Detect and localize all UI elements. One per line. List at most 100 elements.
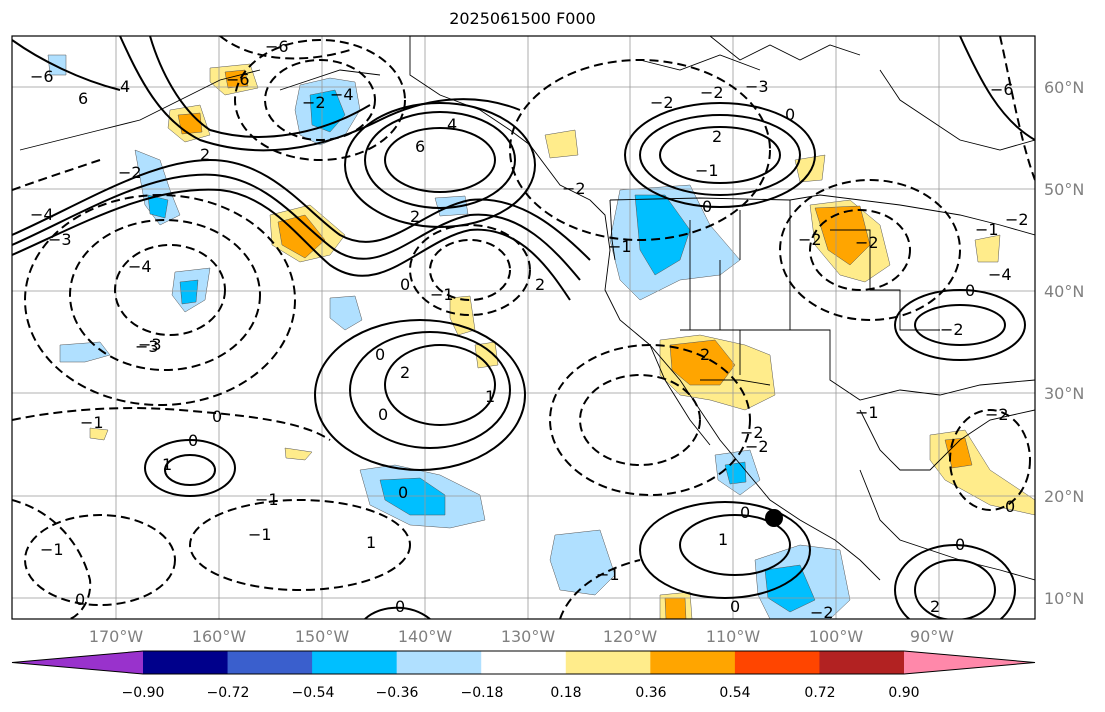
contour-label: −2: [1005, 210, 1029, 229]
lon-tick-label: 110°W: [706, 627, 761, 646]
negative-anomaly-region: [634, 194, 691, 276]
contour-label: 6: [78, 89, 88, 108]
contour-label: −1: [608, 237, 632, 256]
contour-label: 4: [447, 115, 457, 134]
lon-tick-label: 100°W: [809, 627, 864, 646]
lon-tick-label: 120°W: [603, 627, 658, 646]
contour-label: 2: [200, 145, 210, 164]
colorbar-tick-label: 0.54: [719, 685, 750, 701]
positive-anomaly-region: [177, 112, 203, 135]
lon-tick-label: 160°W: [192, 627, 247, 646]
contour-label: 0: [375, 345, 385, 364]
negative-anomaly-region: [764, 564, 816, 613]
contour-label: −1: [596, 565, 620, 584]
contour-label: 0: [1005, 497, 1015, 516]
lon-tick-label: 90°W: [910, 627, 954, 646]
contour-label: −3: [745, 77, 769, 96]
contour-label: −1: [855, 403, 879, 422]
negative-anomaly-region: [47, 54, 67, 76]
colorbar-tick-label: 0.18: [550, 685, 581, 701]
coastlines: [19, 36, 1035, 581]
contour-label: −2: [650, 93, 674, 112]
contour-label: −3: [135, 337, 159, 356]
negative-anomaly-region: [329, 295, 363, 331]
negative-anomaly-region: [379, 477, 446, 516]
contour-label: −1: [255, 490, 279, 509]
contour-label: −6: [226, 70, 250, 89]
contour-label: −2: [302, 93, 326, 112]
contour-label: −2: [562, 179, 586, 198]
contour-label: −6: [265, 37, 289, 56]
negative-anomaly-region: [549, 529, 616, 596]
contour-label: 1: [162, 455, 172, 474]
contour-label: −3: [48, 230, 72, 249]
contour-label: 2: [712, 127, 722, 146]
location-marker: [765, 509, 783, 527]
colorbar-segment: [143, 651, 229, 674]
contour-label: −2: [740, 423, 764, 442]
contour-label: 2: [410, 207, 420, 226]
contour-label: −2: [810, 603, 834, 622]
lon-tick-label: 170°W: [89, 627, 144, 646]
contour-label: −4: [128, 257, 152, 276]
lat-tick-label: 20°N: [1044, 487, 1084, 506]
contour-label: 0: [955, 535, 965, 554]
positive-anomaly-region: [89, 427, 109, 441]
contour-label: 0: [188, 431, 198, 450]
contour-label: 0: [75, 590, 85, 609]
colorbar: [11, 650, 1036, 675]
colorbar-tick-label: 0.36: [635, 685, 666, 701]
contour-label: −2: [700, 83, 724, 102]
contour-label: 0: [702, 197, 712, 216]
contour-label: 1: [718, 530, 728, 549]
contour-label: 2: [930, 597, 940, 616]
lat-tick-label: 30°N: [1044, 384, 1084, 403]
colorbar-extend-max: [904, 651, 1035, 674]
colorbar-segment: [819, 651, 905, 674]
colorbar-segment: [734, 651, 820, 674]
colorbar-tick-label: 0.72: [804, 685, 835, 701]
contour-label: 0: [740, 503, 750, 522]
contour-label: −1: [80, 413, 104, 432]
contour-label: −2: [798, 230, 822, 249]
colorbar-tick-label: −0.72: [207, 685, 250, 701]
contour-label: 4: [120, 77, 130, 96]
contour-label: 2: [535, 275, 545, 294]
contour-label: −1: [430, 285, 454, 304]
contour-label: −3: [138, 335, 162, 354]
lon-tick-label: 140°W: [398, 627, 453, 646]
contour-label: −1: [248, 525, 272, 544]
colorbar-tick-label: −0.18: [461, 685, 504, 701]
contour-label: 0: [398, 483, 408, 502]
contour-label: −2: [745, 437, 769, 456]
colorbar-tick-label: −0.36: [376, 685, 419, 701]
lat-tick-label: 40°N: [1044, 282, 1084, 301]
colorbar-segment: [650, 651, 736, 674]
contour-label: −1: [975, 220, 999, 239]
contour-label: 2: [400, 363, 410, 382]
colorbar-segment: [312, 651, 398, 674]
contour-labels: −6 −6 −3 −4 −2 −2 −4 −6 −2 2 4 6 6 4 −4 …: [30, 37, 1029, 622]
lat-tick-label: 50°N: [1044, 180, 1084, 199]
contour-label: 0: [395, 597, 405, 616]
negative-anomaly-region: [724, 461, 747, 485]
lon-tick-label: 150°W: [295, 627, 350, 646]
contour-label: 0: [785, 105, 795, 124]
contour-label: 0: [730, 597, 740, 616]
contour-label: 0: [400, 275, 410, 294]
negative-anomaly-region: [134, 149, 181, 226]
contour-label: −2: [118, 163, 142, 182]
map-frame: [11, 35, 1036, 620]
contour-label: −4: [988, 265, 1012, 284]
lat-tick-label: 10°N: [1044, 589, 1084, 608]
colorbar-segment: [227, 651, 313, 674]
gridlines: [12, 36, 1035, 619]
contour-label: 0: [212, 407, 222, 426]
map-background: [12, 36, 1035, 619]
contour-label: −1: [40, 540, 64, 559]
contour-label: −1: [695, 161, 719, 180]
colorbar-extend-min: [12, 651, 143, 674]
contour-label: −6: [990, 80, 1014, 99]
contour-label: 0: [378, 405, 388, 424]
